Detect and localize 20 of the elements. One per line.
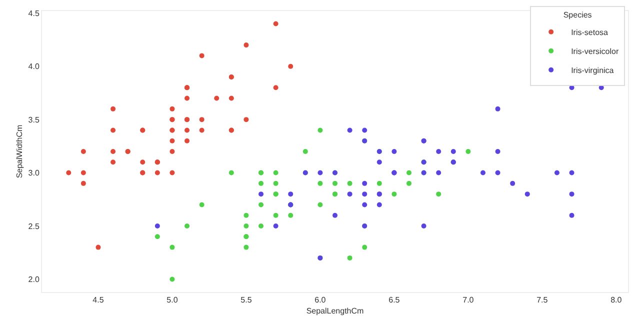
x-tick-label: 6.0	[314, 296, 326, 305]
y-tick-label: 3.0	[28, 168, 40, 178]
x-tick-label: 7.5	[536, 296, 548, 305]
legend-title: Species	[563, 10, 592, 20]
y-tick-label: 2.0	[28, 275, 40, 284]
x-tick-label: 5.5	[240, 296, 252, 305]
x-tick-label: 6.5	[388, 296, 400, 305]
y-axis-title: SepalWidthCm	[14, 124, 24, 178]
x-tick-label: 5.0	[166, 296, 178, 305]
y-tick-label: 4.5	[28, 8, 40, 18]
legend-label: Iris-versicolor	[571, 46, 619, 56]
y-tick-label: 4.0	[28, 62, 40, 72]
legend-label: Iris-virginica	[571, 66, 614, 75]
y-tick-label: 2.5	[28, 222, 40, 231]
y-tick-label: 3.5	[28, 115, 40, 124]
legend-label: Iris-setosa	[571, 28, 609, 37]
x-tick-label: 4.5	[92, 296, 104, 305]
x-tick-label: 8.0	[610, 296, 622, 305]
x-axis-title: SepalLengthCm	[306, 306, 364, 316]
x-tick-label: 7.0	[462, 296, 474, 305]
